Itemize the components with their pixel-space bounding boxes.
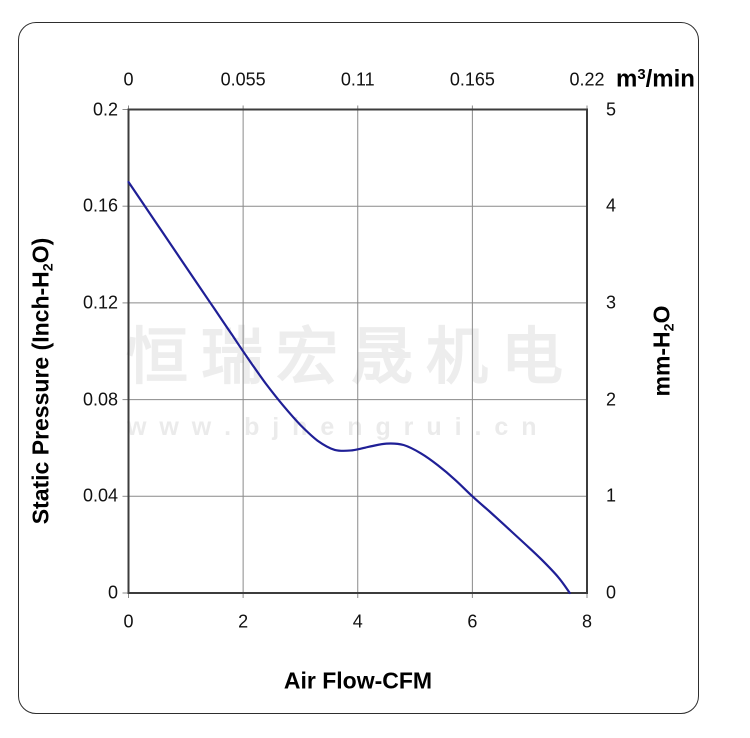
right-axis-tick-label: 5 (606, 99, 617, 119)
left-axis-tick-label: 0.16 (82, 195, 118, 216)
left-axis-tick-label: 0.08 (82, 389, 118, 410)
top-axis-tick-label: 0.055 (220, 69, 266, 90)
top-axis-unit-text: m (616, 65, 638, 93)
bottom-axis-tick-label: 8 (581, 611, 593, 632)
left-axis-tick-label: 0 (107, 582, 118, 603)
left-axis-tick-label: 0.12 (82, 292, 118, 313)
left-axis-title-tail: O) (27, 237, 54, 264)
right-axis-title-tail: O (648, 305, 675, 324)
left-axis-title: Static Pressure (Inch-H2O) (28, 238, 57, 525)
top-axis-tick-label: 0.22 (569, 69, 605, 90)
panel-rounded-border (18, 22, 699, 714)
right-axis-title-text: mm-H (648, 331, 675, 397)
bottom-axis-tick-label: 6 (467, 611, 478, 632)
left-axis-title-text: Static Pressure (Inch-H (27, 271, 54, 525)
right-axis-tick-label: 3 (606, 292, 617, 313)
left-axis-tick-label: 0.04 (82, 485, 118, 506)
watermark-chinese-text: 恒瑞宏晟机电 (126, 323, 577, 392)
bottom-axis-tick-label: 4 (352, 611, 363, 632)
left-axis-title-subscript: 2 (40, 263, 57, 272)
right-axis-tick-label: 0 (606, 582, 617, 603)
right-axis-tick-label: 4 (606, 195, 617, 216)
bottom-axis-title: Air Flow-CFM (283, 667, 433, 694)
right-axis-tick-label: 2 (606, 389, 617, 410)
left-axis-tick-label: 0.2 (92, 99, 118, 119)
right-axis-title: mm-H2O (649, 306, 678, 397)
top-axis-tick-label: 0.165 (449, 69, 495, 90)
bottom-axis-tick-label: 2 (238, 611, 249, 632)
top-axis-tick-label: 0.11 (340, 69, 375, 90)
static-pressure-curve (127, 180, 571, 595)
watermark-url-text: w w w . b j h e n g r u i . c n (127, 413, 540, 441)
right-axis-title-subscript: 2 (661, 323, 678, 332)
top-axis-unit-superscript: 3 (637, 67, 646, 84)
plot-border (127, 108, 588, 594)
top-axis-tick-label: 0 (123, 69, 134, 90)
bottom-axis-tick-label: 0 (123, 611, 134, 632)
right-axis-tick-label: 1 (606, 485, 617, 506)
top-axis-unit-tail: /min (645, 65, 695, 93)
top-axis-unit-label: m3/min (616, 65, 695, 93)
